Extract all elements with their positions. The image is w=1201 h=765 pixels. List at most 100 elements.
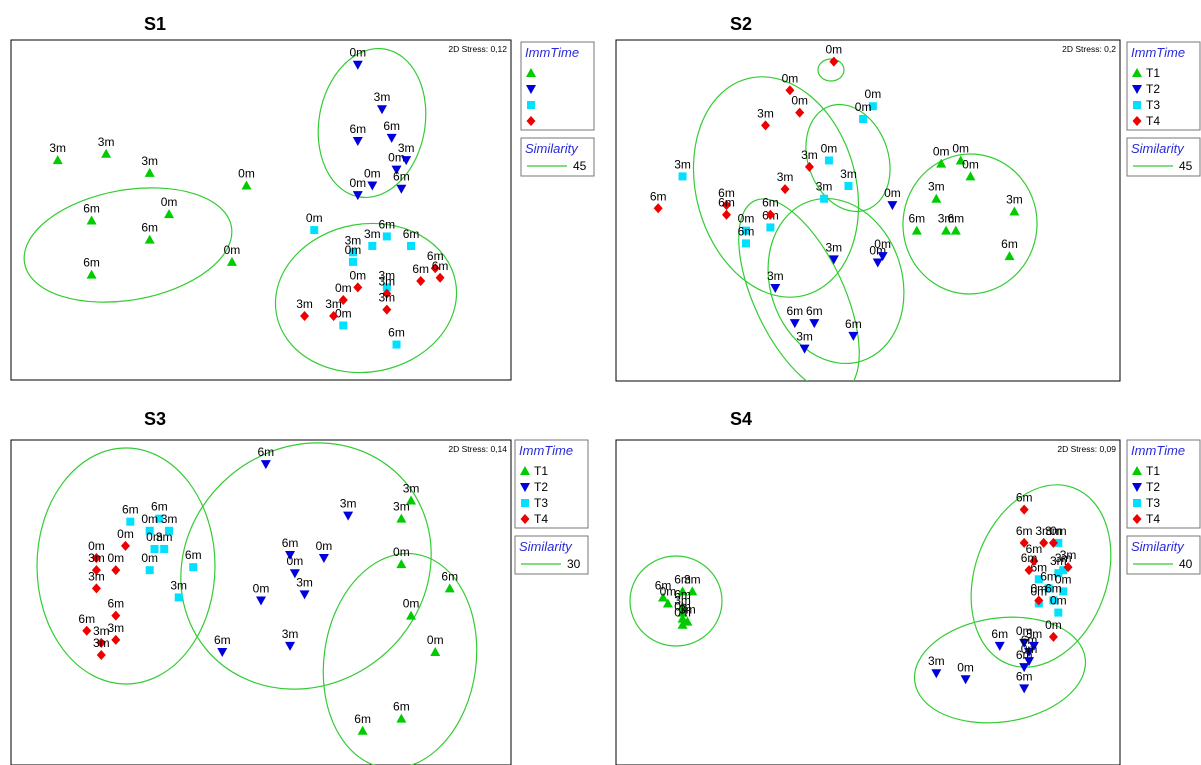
point-label: 6m: [151, 500, 168, 514]
similarity-contour: [23, 187, 233, 303]
point-t4: [111, 634, 121, 645]
point-label: 3m: [767, 269, 784, 283]
point-label: 0m: [1016, 624, 1033, 638]
point-t3: [1034, 575, 1043, 584]
point-t2: [809, 319, 820, 329]
point-t3: [844, 181, 853, 190]
point-t3: [145, 526, 154, 535]
point-label: 3m: [1055, 551, 1072, 565]
point-t2: [401, 156, 412, 166]
point-label: 6m: [282, 536, 299, 550]
similarity-box: [1126, 137, 1201, 177]
point-t2: [289, 569, 300, 579]
point-t3: [742, 226, 750, 235]
point-label: 6m: [655, 578, 672, 592]
point-label: 3m: [1060, 548, 1077, 562]
legend-label: T2: [1146, 480, 1160, 494]
point-t1: [677, 586, 688, 596]
point-label: 6m: [122, 503, 139, 517]
point-label: 6m: [718, 196, 735, 210]
point-t1: [406, 610, 417, 620]
point-t3: [126, 517, 135, 526]
point-label: 3m: [816, 180, 833, 194]
point-t1: [911, 225, 922, 235]
point-t2: [887, 201, 898, 211]
point-t2: [352, 60, 363, 70]
point-label: 6m: [432, 259, 449, 273]
point-label: 6m: [908, 212, 925, 226]
point-t4: [120, 540, 130, 551]
point-t4: [653, 203, 663, 214]
legend-marker-t1: [520, 466, 530, 475]
point-t2: [960, 675, 971, 685]
point-t4: [382, 304, 392, 315]
point-label: 3m: [296, 575, 313, 589]
point-t1: [936, 158, 947, 168]
point-label: 0m: [427, 633, 444, 647]
point-label: 3m: [1035, 524, 1052, 538]
point-label: 3m: [98, 135, 115, 149]
point-label: 0m: [349, 176, 366, 190]
panel-title: S4: [730, 409, 752, 429]
point-label: 6m: [786, 304, 803, 318]
point-label: 6m: [991, 627, 1008, 641]
point-t2: [386, 133, 397, 143]
legend-marker-t1: [526, 68, 536, 77]
point-t2: [1028, 641, 1039, 651]
point-t1: [941, 225, 952, 235]
point-t2: [367, 181, 378, 191]
point-t1: [357, 725, 368, 735]
similarity-title: Similarity: [1131, 539, 1185, 554]
point-label: 6m: [349, 122, 366, 136]
point-t4: [1029, 556, 1039, 567]
legend-title: ImmTime: [519, 443, 573, 458]
point-t1: [677, 619, 688, 629]
point-t2: [396, 184, 407, 194]
similarity-legend: Similarity 45: [1126, 137, 1201, 177]
point-label: 3m: [1026, 627, 1043, 641]
point-t2: [877, 252, 888, 262]
point-label: 6m: [141, 221, 158, 235]
point-label: 0m: [364, 167, 381, 181]
point-t1: [677, 613, 688, 623]
legend-label: T2: [1146, 82, 1160, 96]
point-label: 0m: [738, 212, 755, 226]
similarity-contour: [805, 103, 891, 213]
point-label: 6m: [1001, 237, 1018, 251]
point-t4: [96, 650, 106, 661]
similarity-contour: [180, 442, 432, 690]
point-t2: [285, 551, 296, 561]
point-t2: [1019, 663, 1030, 673]
point-label: 6m: [393, 700, 410, 714]
point-t1: [241, 180, 252, 190]
point-label: 0m: [674, 600, 691, 614]
point-t4: [1063, 562, 1073, 573]
point-t1: [662, 598, 673, 608]
point-t4: [1034, 595, 1044, 606]
point-label: 0m: [1055, 572, 1072, 586]
point-label: 0m: [141, 512, 158, 526]
point-label: 3m: [398, 141, 415, 155]
point-t3: [742, 239, 750, 248]
point-label: 6m: [393, 170, 410, 184]
point-t3: [1059, 566, 1068, 575]
point-t4: [435, 272, 445, 283]
point-t1: [406, 495, 417, 505]
legend-marker-t2: [1132, 483, 1142, 492]
point-label: 0m: [884, 186, 901, 200]
series-t2: 6m 3m 6m 0m 0m 3m 0m 6m 3m: [214, 445, 356, 657]
point-t3: [1054, 569, 1063, 578]
point-t3: [145, 566, 154, 575]
point-label: 0m: [855, 100, 872, 114]
point-label: 3m: [1006, 193, 1023, 207]
point-label: 6m: [83, 256, 100, 270]
point-label: 0m: [962, 157, 979, 171]
